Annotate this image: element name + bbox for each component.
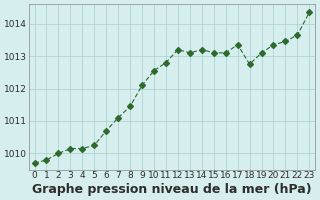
X-axis label: Graphe pression niveau de la mer (hPa): Graphe pression niveau de la mer (hPa) [32,183,312,196]
